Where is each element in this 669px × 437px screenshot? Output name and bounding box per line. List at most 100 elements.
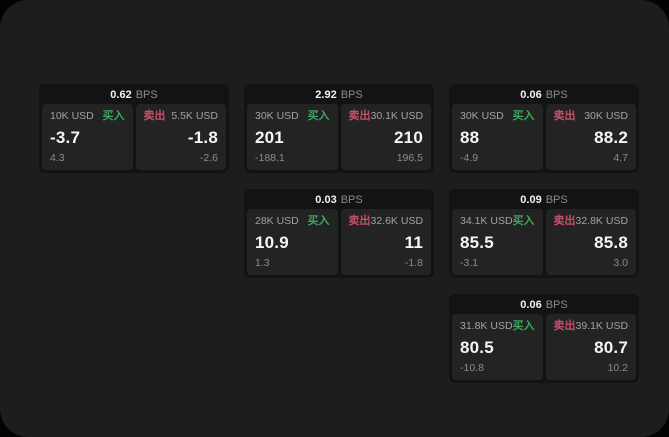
buy-price: 10.9	[255, 233, 289, 252]
buy-amount-label: 31.8K USD	[460, 320, 513, 332]
bps-header: 0.62 BPS	[42, 87, 226, 104]
sell-panel-top: 卖出 30K USD	[554, 110, 629, 123]
buy-panel-top: 30K USD 买入	[255, 110, 330, 123]
buy-tag: 买入	[512, 110, 535, 122]
buy-amount-label: 30K USD	[255, 110, 299, 122]
buy-change: -3.1	[460, 257, 479, 269]
sell-change: -1.8	[404, 257, 423, 269]
buy-panel[interactable]: 34.1K USD 买入 85.5 -3.1	[452, 209, 543, 275]
buy-tag: 买入	[512, 215, 535, 227]
bps-unit-label: BPS	[545, 299, 568, 311]
buy-tag: 买入	[307, 110, 330, 122]
sell-panel[interactable]: 卖出 32.6K USD 11 -1.8	[340, 209, 431, 275]
quote-grid: 0.62 BPS 10K USD 买入 -3.7 4.3 卖出 5.5K USD…	[39, 84, 639, 383]
bps-unit-label: BPS	[135, 89, 158, 101]
bps-unit-label: BPS	[340, 194, 363, 206]
sell-panel-top: 卖出 30.1K USD	[349, 110, 424, 123]
buy-change: 1.3	[255, 257, 270, 269]
fx-quote-card: 0.06 BPS 31.8K USD 买入 80.5 -10.8 卖出 39.1…	[449, 294, 639, 383]
buy-amount-label: 30K USD	[460, 110, 504, 122]
sell-price: 210	[394, 128, 423, 147]
sell-change: 3.0	[613, 257, 628, 269]
buy-change: 4.3	[50, 152, 65, 164]
buy-panel-top: 30K USD 买入	[460, 110, 535, 123]
buy-amount-label: 28K USD	[255, 215, 299, 227]
buy-price: 85.5	[460, 233, 494, 252]
buy-panel[interactable]: 10K USD 买入 -3.7 4.3	[42, 104, 133, 170]
sell-price: 80.7	[594, 338, 628, 357]
sell-tag: 卖出	[553, 215, 576, 227]
buy-panel-top: 28K USD 买入	[255, 215, 330, 228]
sell-tag: 卖出	[553, 110, 576, 122]
quote-panels: 10K USD 买入 -3.7 4.3 卖出 5.5K USD -1.8 -2.…	[42, 104, 226, 170]
sell-amount-label: 30.1K USD	[370, 110, 424, 122]
bps-unit-label: BPS	[545, 89, 568, 101]
bps-header: 0.09 BPS	[452, 192, 636, 209]
buy-price: -3.7	[50, 128, 81, 147]
sell-amount-label: 5.5K USD	[171, 110, 218, 122]
fx-quote-card: 0.62 BPS 10K USD 买入 -3.7 4.3 卖出 5.5K USD…	[39, 84, 229, 173]
fx-quote-card: 0.06 BPS 30K USD 买入 88 -4.9 卖出 30K USD 8…	[449, 84, 639, 173]
sell-panel[interactable]: 卖出 30.1K USD 210 196.5	[340, 104, 431, 170]
bps-value: 0.06	[520, 299, 542, 311]
sell-amount-label: 30K USD	[584, 110, 628, 122]
buy-panel[interactable]: 28K USD 买入 10.9 1.3	[247, 209, 338, 275]
bps-unit-label: BPS	[545, 194, 568, 206]
buy-panel[interactable]: 30K USD 买入 201 -188.1	[247, 104, 338, 170]
sell-price: 85.8	[594, 233, 628, 252]
bps-unit-label: BPS	[340, 89, 363, 101]
bps-value: 2.92	[315, 89, 337, 101]
sell-tag: 卖出	[143, 110, 166, 122]
quote-panels: 30K USD 买入 201 -188.1 卖出 30.1K USD 210 1…	[247, 104, 431, 170]
quote-panels: 34.1K USD 买入 85.5 -3.1 卖出 32.8K USD 85.8…	[452, 209, 636, 275]
sell-amount-label: 32.6K USD	[370, 215, 424, 227]
fx-quote-card: 0.03 BPS 28K USD 买入 10.9 1.3 卖出 32.6K US…	[244, 189, 434, 278]
sell-amount-label: 32.8K USD	[575, 215, 629, 227]
sell-price: 88.2	[594, 128, 628, 147]
buy-change: -188.1	[255, 152, 285, 164]
sell-tag: 卖出	[348, 110, 371, 122]
sell-panel[interactable]: 卖出 30K USD 88.2 4.7	[545, 104, 636, 170]
bps-header: 0.06 BPS	[452, 297, 636, 314]
buy-amount-label: 34.1K USD	[460, 215, 513, 227]
buy-panel[interactable]: 30K USD 买入 88 -4.9	[452, 104, 543, 170]
quote-panels: 31.8K USD 买入 80.5 -10.8 卖出 39.1K USD 80.…	[452, 314, 636, 380]
buy-panel-top: 31.8K USD 买入	[460, 320, 535, 333]
buy-panel-top: 34.1K USD 买入	[460, 215, 535, 228]
buy-change: -4.9	[460, 152, 479, 164]
fx-quote-card: 0.09 BPS 34.1K USD 买入 85.5 -3.1 卖出 32.8K…	[449, 189, 639, 278]
bps-header: 0.06 BPS	[452, 87, 636, 104]
quote-panels: 30K USD 买入 88 -4.9 卖出 30K USD 88.2 4.7	[452, 104, 636, 170]
bps-value: 0.03	[315, 194, 337, 206]
sell-change: -2.6	[199, 152, 218, 164]
quote-panels: 28K USD 买入 10.9 1.3 卖出 32.6K USD 11 -1.8	[247, 209, 431, 275]
bps-value: 0.62	[110, 89, 132, 101]
sell-change: 4.7	[613, 152, 628, 164]
buy-price: 80.5	[460, 338, 494, 357]
fx-quote-card: 2.92 BPS 30K USD 买入 201 -188.1 卖出 30.1K …	[244, 84, 434, 173]
sell-tag: 卖出	[348, 215, 371, 227]
bps-value: 0.09	[520, 194, 542, 206]
sell-panel-top: 卖出 32.6K USD	[349, 215, 424, 228]
sell-panel[interactable]: 卖出 32.8K USD 85.8 3.0	[545, 209, 636, 275]
buy-change: -10.8	[460, 362, 484, 374]
buy-tag: 买入	[307, 215, 330, 227]
buy-panel-top: 10K USD 买入	[50, 110, 125, 123]
sell-panel-top: 卖出 32.8K USD	[554, 215, 629, 228]
buy-amount-label: 10K USD	[50, 110, 94, 122]
sell-panel[interactable]: 卖出 39.1K USD 80.7 10.2	[545, 314, 636, 380]
buy-price: 88	[460, 128, 480, 147]
sell-panel[interactable]: 卖出 5.5K USD -1.8 -2.6	[135, 104, 226, 170]
sell-amount-label: 39.1K USD	[575, 320, 629, 332]
sell-price: -1.8	[187, 128, 218, 147]
buy-price: 201	[255, 128, 284, 147]
bps-value: 0.06	[520, 89, 542, 101]
bps-header: 2.92 BPS	[247, 87, 431, 104]
sell-panel-top: 卖出 5.5K USD	[144, 110, 219, 123]
buy-tag: 买入	[512, 320, 535, 332]
sell-price: 11	[404, 233, 423, 252]
buy-panel[interactable]: 31.8K USD 买入 80.5 -10.8	[452, 314, 543, 380]
sell-change: 10.2	[607, 362, 628, 374]
bps-header: 0.03 BPS	[247, 192, 431, 209]
